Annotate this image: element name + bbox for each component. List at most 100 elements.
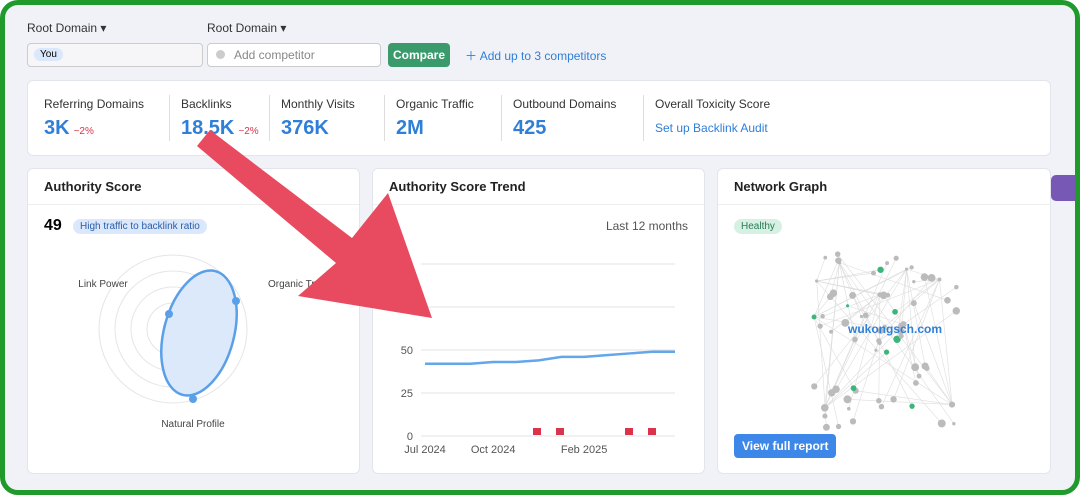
graph-node [843, 395, 852, 404]
side-tab[interactable] [1051, 175, 1075, 201]
graph-edge [830, 294, 881, 332]
graph-node [876, 397, 882, 404]
graph-edge [839, 262, 880, 341]
metric: Referring Domains 3K −2% [44, 97, 144, 140]
card-title: Authority Score [44, 179, 142, 194]
audit-link[interactable]: Set up Backlink Audit [655, 121, 768, 135]
graph-edge [822, 294, 880, 317]
divider [643, 95, 644, 141]
metric-label: Overall Toxicity Score [655, 97, 771, 111]
graph-node [828, 389, 836, 397]
metric-value: 425 [513, 117, 547, 139]
graph-edge [813, 316, 839, 427]
score: 49 [44, 217, 62, 234]
radar: Link Power Organic Traffic Natural Profi… [78, 254, 333, 430]
domain-input[interactable]: You [27, 43, 203, 67]
graph-node [892, 308, 898, 315]
graph-node [811, 383, 818, 390]
radar-label: Link Power [78, 279, 128, 290]
metric-label: Outbound Domains [513, 97, 617, 111]
graph-node [948, 401, 956, 408]
graph-edge [847, 305, 904, 325]
metric-row: 3K −2% [44, 117, 144, 140]
metric: Backlinks 18.5K −2% [181, 97, 259, 140]
graph-node [883, 349, 890, 355]
graph-edge [906, 269, 926, 367]
network-card: Network Graph Healthy wukongsch.com View… [717, 168, 1051, 474]
graph-node [952, 422, 956, 426]
metrics-card: Referring Domains 3K −2% Backlinks 18.5K −2% M… [27, 80, 1051, 156]
graph-node [910, 300, 917, 307]
graph-edge [837, 253, 953, 405]
graph-node [920, 273, 929, 281]
graph-edge [881, 279, 940, 407]
y-tick-label: 75 [401, 302, 413, 314]
metric-change: −2% [238, 126, 259, 137]
graph-edge [824, 324, 904, 409]
badge: High traffic to backlink ratio [73, 219, 207, 234]
graph-edge [913, 279, 940, 282]
graph-edge [878, 294, 881, 401]
graph-edge [903, 324, 917, 384]
graph-node [912, 279, 916, 284]
y-tick-label: 50 [401, 345, 413, 357]
graph-node [852, 336, 858, 343]
graph-node [921, 362, 929, 370]
divider [169, 95, 170, 141]
graph-node [859, 314, 864, 319]
metric-change: −2% [73, 126, 94, 137]
graph-node [874, 348, 878, 352]
graph-node [878, 403, 885, 410]
event-flag [648, 428, 656, 435]
add-competitors-link[interactable]: ＋ Add up to 3 competitors [465, 49, 607, 63]
graph-edge [816, 272, 874, 282]
graph-node [835, 423, 842, 430]
trend-chart: 0 25 50 75 100 Jul 2024 Oct 2024 Feb 2025 [395, 259, 675, 456]
divider [384, 95, 385, 141]
graph-edge [855, 390, 953, 405]
graph-node [927, 274, 936, 282]
graph-edge [814, 268, 907, 387]
card-title: Network Graph [734, 179, 828, 194]
graph-node [937, 277, 942, 282]
graph-edge [847, 399, 953, 405]
graph-edge [924, 277, 953, 405]
graph-edge [816, 281, 827, 428]
divider [269, 95, 270, 141]
graph-node [823, 255, 828, 260]
trend-line [425, 350, 675, 366]
authority-card: Authority Score 49 High traffic to backl… [27, 168, 360, 474]
graph-node [846, 406, 851, 411]
graph-node [937, 419, 946, 428]
radar-label: Organic Traffic [268, 279, 333, 290]
graph-node [916, 373, 922, 379]
metric-value: 376K [281, 117, 329, 139]
graph-node [912, 380, 919, 386]
metric-row: 2M [396, 117, 474, 140]
graph-node [820, 403, 829, 412]
period: Last 12 months [605, 219, 688, 233]
competitor-input[interactable]: Add competitor [207, 43, 381, 67]
divider [501, 95, 502, 141]
domain-label: wukongsch.com [848, 322, 943, 336]
graph-edge [839, 262, 856, 340]
graph-node [829, 289, 838, 297]
filter-label: Root Domain ▾ [207, 21, 287, 35]
graph-node [820, 313, 825, 319]
graph-edge [894, 279, 940, 313]
y-tick-label: 100 [395, 259, 413, 271]
metric-label: Monthly Visits [281, 97, 355, 111]
report-button[interactable]: View full report [734, 434, 837, 458]
compare-button[interactable]: Compare [388, 43, 450, 67]
graph-node [862, 312, 869, 319]
graph-edge [845, 294, 881, 324]
metric-row: 425 [513, 117, 616, 140]
graph-node [911, 363, 920, 372]
graph-edge [906, 269, 916, 368]
graph-node [877, 327, 884, 335]
graph-node [900, 321, 907, 328]
graph-edge [835, 268, 907, 390]
graph-node [829, 329, 834, 334]
radar-label: Natural Profile [161, 419, 225, 430]
